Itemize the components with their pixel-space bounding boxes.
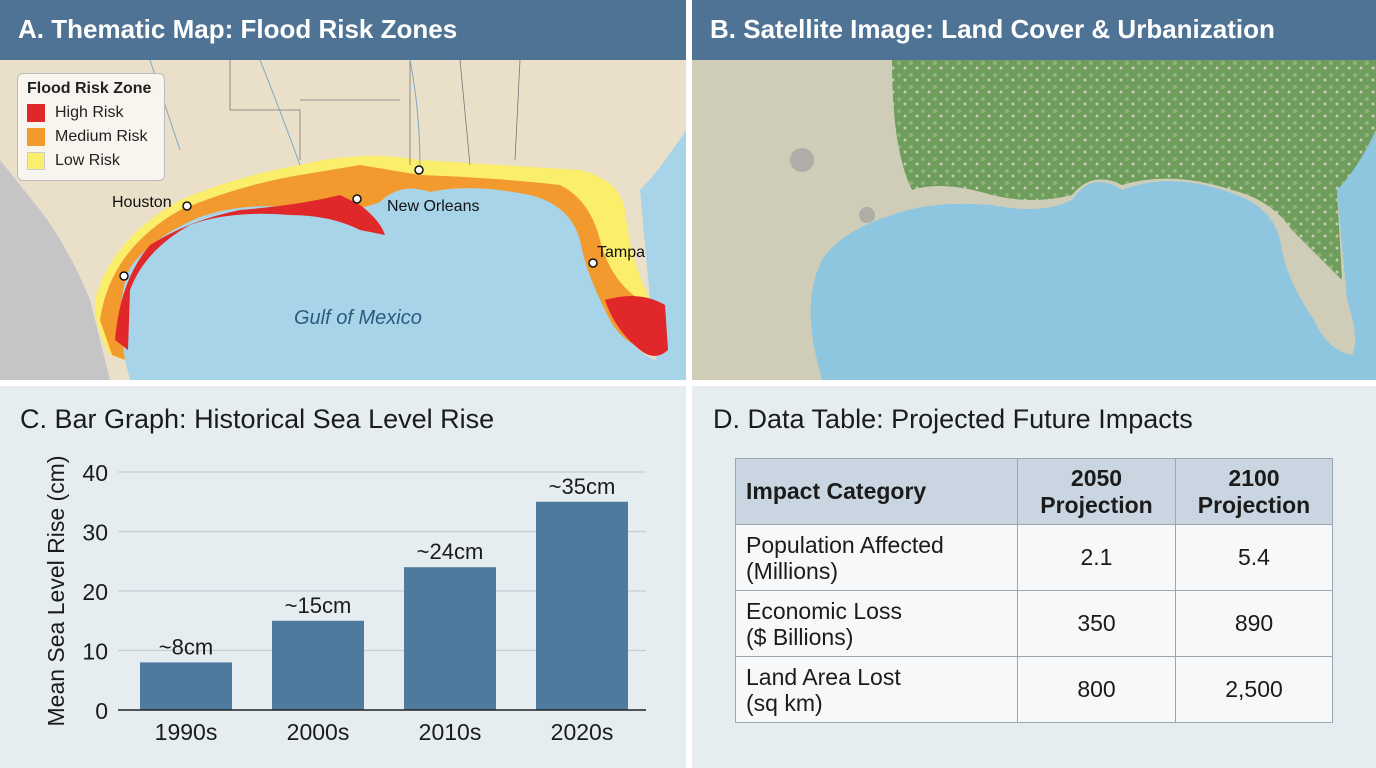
panel-title: A. Thematic Map: Flood Risk Zones	[0, 0, 686, 60]
data-label: ~35cm	[549, 474, 616, 499]
category-line: Economic Loss	[746, 597, 902, 624]
header-2100: 2100 Projection	[1175, 458, 1333, 525]
impacts-table: Impact Category 2050 Projection 2100 Pro…	[735, 458, 1333, 723]
legend-item-high: High Risk	[27, 101, 155, 125]
x-tick-label: 2010s	[419, 719, 482, 745]
flood-risk-map	[0, 60, 686, 380]
cell-2050: 2.1	[1017, 524, 1176, 591]
y-tick-label: 10	[82, 639, 108, 665]
y-tick-label: 30	[82, 520, 108, 546]
legend-item-medium: Medium Risk	[27, 125, 155, 149]
sea-level-bar-chart: 0 10 20 30 40 ~8cm 1990s ~15cm 2000s ~24cm 2010s ~3…	[43, 456, 646, 745]
satellite-image	[692, 60, 1376, 380]
chart-title: C. Bar Graph: Historical Sea Level Rise	[20, 404, 495, 434]
y-axis-label: Mean Sea Level Rise (cm)	[43, 456, 69, 727]
table-title: D. Data Table: Projected Future Impacts	[713, 404, 1193, 434]
y-tick-label: 20	[82, 579, 108, 605]
header-category: Impact Category	[735, 458, 1018, 525]
bar-1990s	[140, 662, 232, 710]
table-row: Economic Loss ($ Billions) 350 890	[735, 590, 1333, 657]
cell-2050: 350	[1017, 590, 1176, 657]
panel-satellite: B. Satellite Image: Land Cover & Urbaniz…	[692, 0, 1376, 380]
city-label-houston: Houston	[112, 194, 172, 211]
cell-category: Economic Loss ($ Billions)	[735, 590, 1018, 657]
legend-label: Medium Risk	[55, 128, 148, 145]
y-tick-label: 0	[95, 698, 108, 724]
data-label: ~15cm	[285, 593, 352, 618]
cell-category: Land Area Lost (sq km)	[735, 656, 1018, 723]
cell-2100: 890	[1175, 590, 1333, 657]
cell-2100: 2,500	[1175, 656, 1333, 723]
panel-flood-map: A. Thematic Map: Flood Risk Zones Flood …	[0, 0, 686, 380]
cell-2100: 5.4	[1175, 524, 1333, 591]
bar-2020s	[536, 501, 628, 710]
cell-category: Population Affected (Millions)	[735, 524, 1018, 591]
category-unit: (sq km)	[746, 689, 823, 716]
city-label-new-orleans: New Orleans	[387, 198, 480, 215]
legend-label: High Risk	[55, 104, 124, 121]
x-tick-label: 2000s	[287, 719, 350, 745]
table-header-row: Impact Category 2050 Projection 2100 Pro…	[735, 458, 1333, 525]
bar-2010s	[404, 567, 496, 710]
legend-item-low: Low Risk	[27, 149, 155, 173]
legend-label: Low Risk	[55, 152, 120, 169]
category-line: Land Area Lost	[746, 663, 901, 690]
map-legend: Flood Risk Zone High Risk Medium Risk Lo…	[17, 73, 165, 181]
x-tick-label: 1990s	[155, 719, 218, 745]
table-row: Land Area Lost (sq km) 800 2,500	[735, 656, 1333, 723]
city-label-tampa: Tampa	[597, 244, 646, 261]
panel-title: B. Satellite Image: Land Cover & Urbaniz…	[692, 0, 1376, 60]
bar-2000s	[272, 620, 364, 710]
category-unit: ($ Billions)	[746, 623, 854, 650]
water-label: Gulf of Mexico	[294, 307, 422, 329]
table-row: Population Affected (Millions) 2.1 5.4	[735, 524, 1333, 591]
category-line: Population Affected	[746, 531, 944, 558]
legend-title: Flood Risk Zone	[27, 80, 152, 97]
y-tick-label: 40	[82, 460, 108, 486]
category-unit: (Millions)	[746, 557, 838, 584]
cell-2050: 800	[1017, 656, 1176, 723]
header-2050: 2050 Projection	[1017, 458, 1176, 525]
data-label: ~8cm	[159, 634, 213, 659]
x-tick-label: 2020s	[551, 719, 614, 745]
data-label: ~24cm	[417, 539, 484, 564]
